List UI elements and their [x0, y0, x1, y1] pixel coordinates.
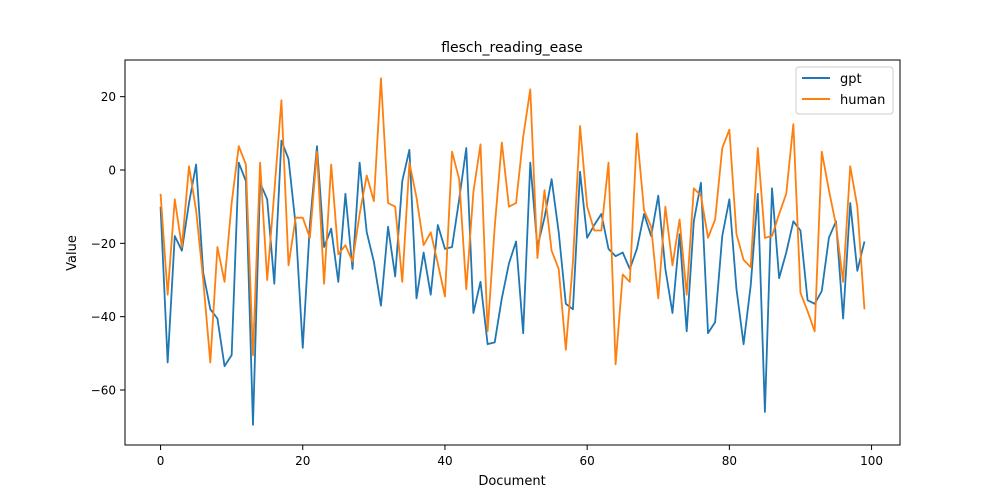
x-axis-ticks: 0 20 40 60 80 100: [157, 445, 883, 468]
legend-label-gpt: gpt: [840, 72, 862, 87]
plot-lines: [159, 77, 866, 426]
x-tick-label: 0: [157, 454, 165, 468]
x-tick-label: 100: [860, 454, 883, 468]
y-tick-label: −20: [91, 237, 116, 251]
x-axis-label: Document: [478, 474, 545, 489]
x-tick-label: 60: [580, 454, 595, 468]
series-line-gpt: [159, 139, 866, 426]
legend: gpt human: [795, 66, 894, 115]
y-tick-label: −40: [91, 310, 116, 324]
x-tick-label: 80: [722, 454, 737, 468]
y-tick-label: 0: [108, 164, 116, 178]
chart-title: flesch_reading_ease: [441, 40, 583, 56]
axes-frame: [124, 59, 901, 446]
y-axis-label: Value: [65, 235, 80, 271]
x-tick-label: 20: [295, 454, 310, 468]
y-tick-label: −60: [91, 384, 116, 398]
y-tick-label: 20: [101, 90, 116, 104]
series-line-human: [159, 77, 866, 366]
legend-label-human: human: [840, 93, 885, 108]
y-axis-ticks: −60 −40 −20 0 20: [91, 90, 125, 398]
x-tick-label: 40: [437, 454, 452, 468]
